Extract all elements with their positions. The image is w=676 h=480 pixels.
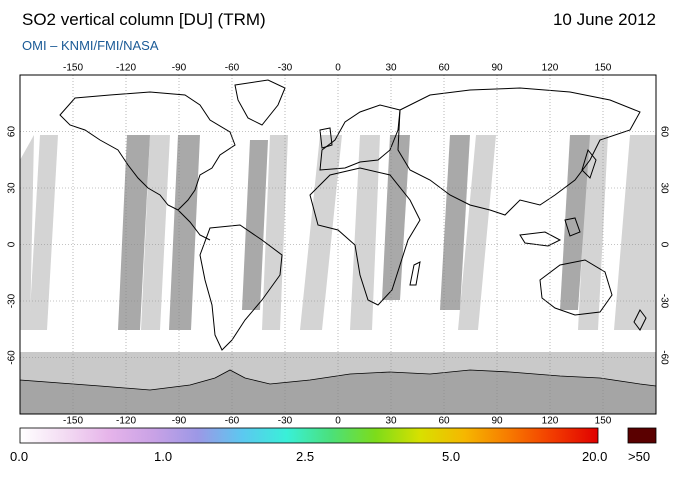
lon-tick-label: 30: [385, 416, 397, 427]
lon-tick-label: -30: [278, 63, 293, 74]
lat-tick-label: 60: [7, 126, 18, 138]
lat-tick-label: 0: [7, 241, 18, 247]
lat-tick-label: 30: [658, 182, 669, 194]
lon-tick-label: -60: [225, 63, 240, 74]
lon-tick-label: -150: [63, 416, 83, 427]
lon-tick-label: 150: [595, 63, 612, 74]
map-date: 10 June 2012: [552, 10, 656, 29]
lon-tick-label: 120: [542, 416, 559, 427]
lat-ticks-right: 60 30 0 -30 -60: [658, 126, 669, 365]
lon-tick-label: 120: [542, 63, 559, 74]
lon-tick-label: 0: [335, 416, 341, 427]
lon-tick-label: -30: [278, 416, 293, 427]
orbit-swaths-light: [20, 135, 656, 330]
map-title: SO2 vertical column [DU] (TRM): [22, 10, 266, 29]
lon-tick-label: 90: [491, 416, 503, 427]
lon-ticks-top: -150 -120 -90 -60 -30 0 30 60 90 120 150: [63, 63, 612, 74]
lat-tick-label: 60: [658, 126, 669, 138]
map-frame: [19, 74, 657, 415]
lon-tick-label: -90: [172, 416, 187, 427]
lat-tick-label: 30: [7, 182, 18, 194]
lat-tick-label: -30: [7, 293, 18, 308]
lon-tick-label: -60: [225, 416, 240, 427]
lon-tick-label: 30: [385, 63, 397, 74]
lon-tick-label: -90: [172, 63, 187, 74]
colorbar-label-4: 20.0: [582, 449, 608, 464]
map-grid: [20, 75, 656, 414]
lon-tick-label: -150: [63, 63, 83, 74]
data-credit: OMI – KNMI/FMI/NASA: [22, 38, 159, 53]
coastlines: [59, 79, 647, 351]
lon-tick-label: -120: [116, 63, 136, 74]
colorbar-label-1: 1.0: [154, 449, 173, 464]
lat-ticks-left: 60 30 0 -30 -60: [7, 126, 18, 365]
lon-tick-label: 150: [595, 416, 612, 427]
lon-tick-label: 60: [438, 63, 450, 74]
lon-tick-label: 60: [438, 416, 450, 427]
lon-ticks-bottom: -150 -120 -90 -60 -30 0 30 60 90 120 150: [63, 416, 612, 427]
map-content: [20, 75, 656, 414]
lat-tick-label: -60: [7, 350, 18, 365]
lon-tick-label: 0: [335, 63, 341, 74]
lat-tick-label: 0: [658, 242, 669, 248]
lat-tick-label: -60: [658, 350, 669, 365]
colorbar-label-0: 0.0: [10, 449, 29, 464]
lon-tick-label: 90: [491, 63, 503, 74]
lat-tick-label: -30: [658, 294, 669, 309]
colorbar-overflow-swatch: [627, 427, 657, 444]
lon-tick-label: -120: [116, 416, 136, 427]
colorbar-label-2: 2.5: [296, 449, 315, 464]
colorbar-overflow-label: >50: [628, 449, 651, 464]
colorbar: [19, 427, 599, 444]
orbit-swaths-dark: [118, 135, 590, 330]
colorbar-label-3: 5.0: [442, 449, 461, 464]
